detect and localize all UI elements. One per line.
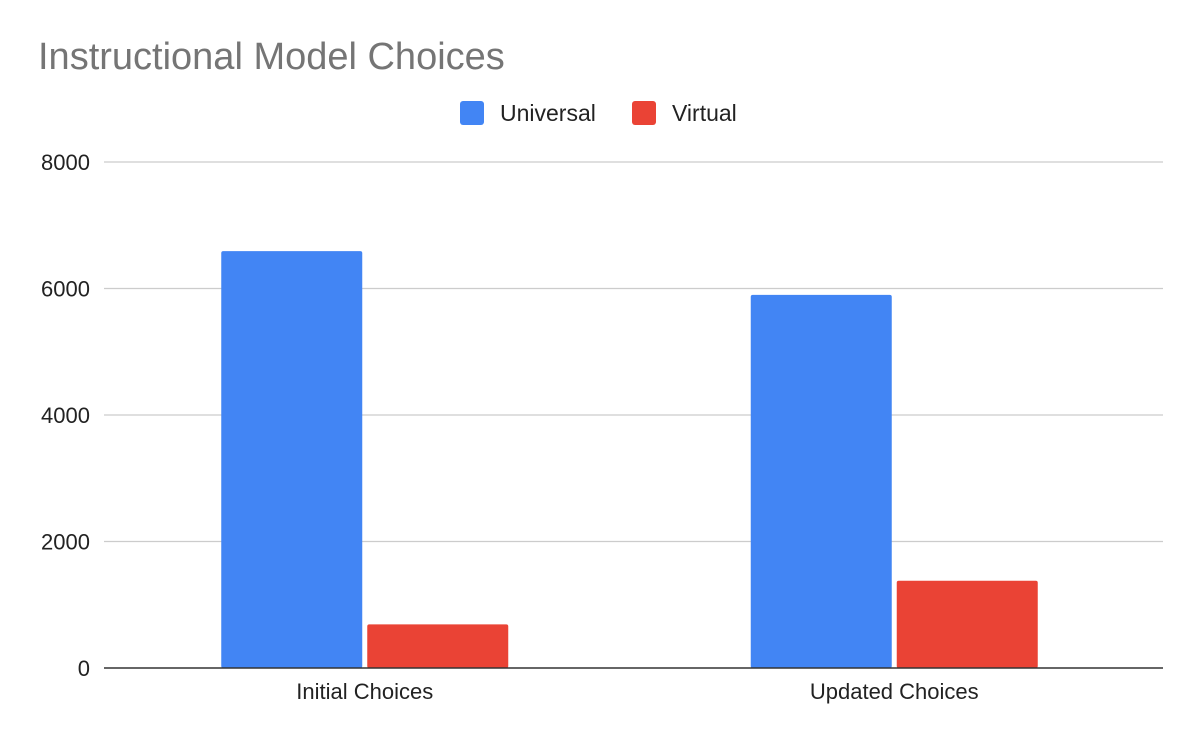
y-tick-label: 0 xyxy=(78,656,90,681)
legend-swatch-virtual xyxy=(632,101,656,125)
y-tick-label: 2000 xyxy=(41,530,90,555)
chart-title: Instructional Model Choices xyxy=(38,36,505,78)
y-tick-label: 6000 xyxy=(41,277,90,302)
bar-virtual-1 xyxy=(367,624,509,668)
bar-virtual-2 xyxy=(896,580,1038,668)
bar-universal-2 xyxy=(750,294,892,668)
x-axis: Initial Choices Updated Choices xyxy=(104,667,1163,704)
x-tick-label: Initial Choices xyxy=(296,679,433,704)
legend-swatch-universal xyxy=(460,101,484,125)
bar-universal-1 xyxy=(221,251,363,668)
bars xyxy=(221,251,1038,668)
legend-label-universal: Universal xyxy=(500,100,596,126)
y-tick-label: 4000 xyxy=(41,403,90,428)
legend: Universal Virtual xyxy=(460,100,737,126)
x-tick-label: Updated Choices xyxy=(810,679,979,704)
y-axis: 0 2000 4000 6000 8000 xyxy=(41,150,90,681)
y-tick-label: 8000 xyxy=(41,150,90,175)
legend-label-virtual: Virtual xyxy=(672,100,737,126)
